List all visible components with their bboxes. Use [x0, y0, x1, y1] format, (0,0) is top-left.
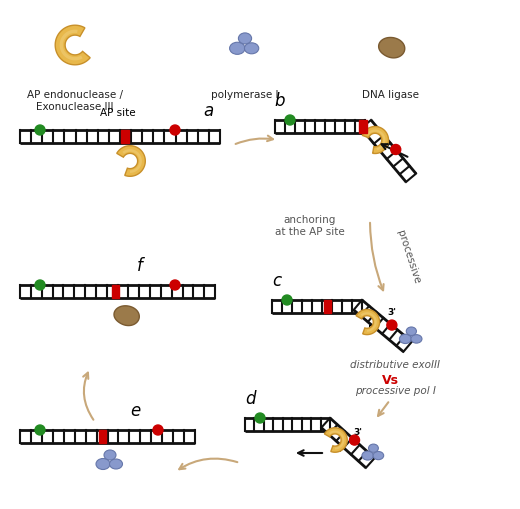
Ellipse shape	[238, 33, 252, 44]
Circle shape	[391, 145, 401, 155]
Bar	[111, 285, 119, 298]
Ellipse shape	[411, 334, 422, 343]
Text: processive pol I: processive pol I	[355, 386, 435, 396]
Polygon shape	[122, 149, 142, 173]
Text: AP endonuclease /
Exonuclease III: AP endonuclease / Exonuclease III	[27, 90, 123, 111]
Polygon shape	[117, 146, 145, 176]
Polygon shape	[324, 428, 347, 452]
Text: polymerase I: polymerase I	[211, 90, 279, 100]
Ellipse shape	[369, 444, 379, 453]
Ellipse shape	[406, 327, 417, 335]
Text: b: b	[275, 92, 285, 110]
Bar	[121, 130, 129, 143]
Circle shape	[35, 125, 45, 135]
Text: distributive exoIII: distributive exoIII	[350, 360, 440, 370]
Ellipse shape	[362, 451, 373, 460]
Polygon shape	[114, 306, 139, 326]
Bar	[323, 300, 331, 313]
Ellipse shape	[104, 450, 116, 460]
Circle shape	[35, 280, 45, 290]
Polygon shape	[55, 25, 90, 65]
Text: 3': 3'	[387, 308, 396, 317]
Text: DNA ligase: DNA ligase	[361, 90, 419, 100]
Ellipse shape	[110, 459, 123, 469]
Text: anchoring
at the AP site: anchoring at the AP site	[275, 215, 345, 237]
Polygon shape	[361, 312, 377, 332]
Bar	[359, 120, 367, 133]
Ellipse shape	[244, 43, 259, 54]
Polygon shape	[367, 129, 385, 150]
Circle shape	[387, 320, 397, 330]
Circle shape	[349, 435, 359, 445]
Circle shape	[255, 413, 265, 423]
Circle shape	[170, 125, 180, 135]
Polygon shape	[60, 30, 83, 61]
Circle shape	[282, 295, 292, 305]
Polygon shape	[356, 309, 380, 334]
Ellipse shape	[373, 451, 384, 460]
Text: 5': 5'	[368, 325, 376, 334]
Circle shape	[285, 115, 295, 125]
Text: processive: processive	[395, 229, 422, 285]
Text: c: c	[272, 272, 281, 290]
Circle shape	[153, 425, 163, 435]
Text: d: d	[245, 390, 255, 408]
Circle shape	[35, 425, 45, 435]
Ellipse shape	[230, 42, 245, 54]
Circle shape	[170, 280, 180, 290]
Text: 3': 3'	[353, 428, 362, 437]
Ellipse shape	[399, 334, 411, 344]
Polygon shape	[362, 127, 388, 154]
Text: e: e	[130, 402, 140, 420]
Bar	[98, 430, 106, 443]
Polygon shape	[379, 38, 405, 58]
Text: 5': 5'	[335, 445, 345, 455]
Text: Vs: Vs	[382, 374, 398, 387]
Text: a: a	[203, 102, 213, 120]
Ellipse shape	[96, 459, 110, 469]
Polygon shape	[329, 431, 345, 449]
Text: AP site: AP site	[100, 108, 136, 118]
Text: f: f	[137, 257, 143, 275]
